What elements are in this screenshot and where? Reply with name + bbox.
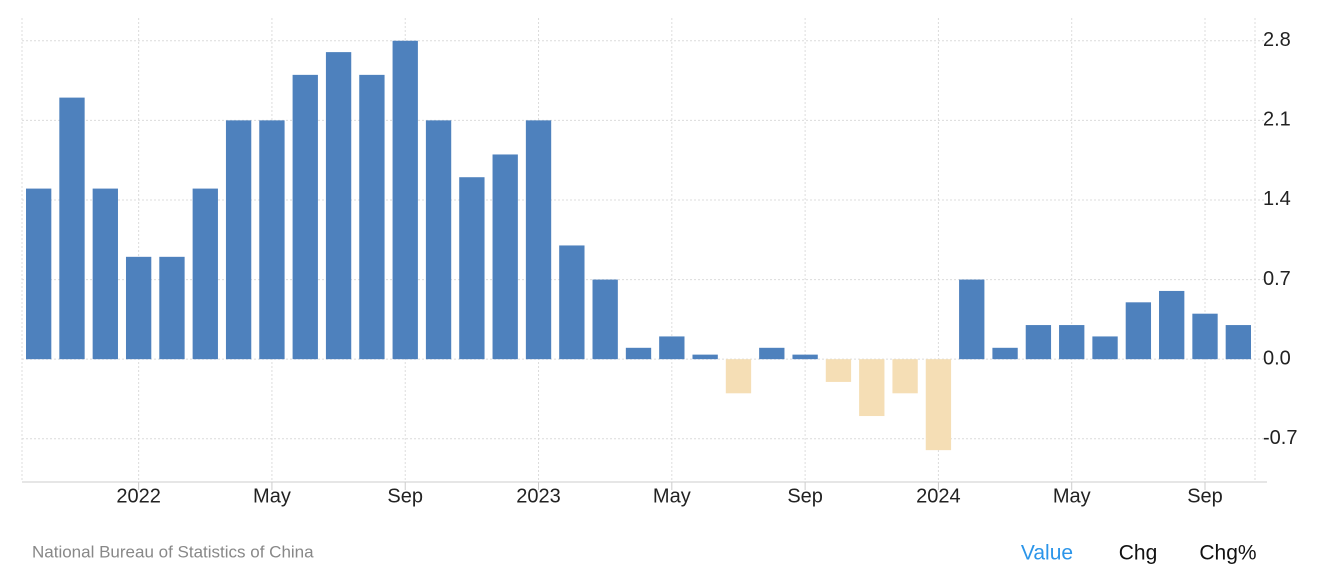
bar — [625, 347, 652, 360]
bar — [759, 347, 785, 360]
x-tick-label: 2023 — [516, 485, 561, 507]
bar — [559, 245, 585, 360]
x-tick-label: 2022 — [116, 485, 161, 507]
bar — [459, 177, 485, 360]
bar — [359, 74, 385, 360]
bar — [1092, 336, 1118, 360]
bar — [125, 256, 152, 360]
bar — [792, 354, 818, 360]
bar — [1192, 313, 1218, 360]
bar — [159, 256, 185, 360]
y-tick-label: 1.4 — [1263, 188, 1291, 210]
bar — [425, 120, 452, 360]
x-tick-label: Sep — [787, 485, 823, 507]
bar — [1059, 325, 1085, 360]
bar — [259, 120, 285, 360]
x-tick-label: May — [253, 485, 291, 507]
bar — [292, 74, 318, 360]
bar — [859, 359, 885, 417]
bar — [1225, 325, 1252, 360]
x-tick-label: 2024 — [916, 485, 961, 507]
bar — [1159, 290, 1185, 360]
bar — [525, 120, 552, 360]
bar — [1025, 325, 1052, 360]
bar — [325, 52, 352, 360]
bar — [92, 188, 118, 360]
bar — [825, 359, 852, 382]
bar — [392, 40, 418, 360]
tab[interactable]: Chg% — [1199, 542, 1256, 565]
x-tick-label: May — [653, 485, 691, 507]
bar — [925, 359, 952, 451]
bar — [659, 336, 685, 360]
x-tick-label: Sep — [1187, 485, 1223, 507]
bar — [492, 154, 518, 360]
bar — [725, 359, 752, 394]
tab[interactable]: Value — [1021, 542, 1073, 565]
y-tick-label: 2.8 — [1263, 29, 1291, 51]
bar — [25, 188, 52, 360]
y-tick-label: 0.7 — [1263, 268, 1291, 290]
y-tick-label: -0.7 — [1263, 427, 1297, 449]
bar — [692, 354, 718, 360]
bar — [592, 279, 618, 360]
x-tick-label: May — [1053, 485, 1091, 507]
x-tick-label: Sep — [387, 485, 423, 507]
bar — [225, 120, 252, 360]
bar — [992, 347, 1018, 360]
source: National Bureau of Statistics of China — [32, 542, 314, 561]
tab[interactable]: Chg — [1119, 542, 1158, 565]
bar — [959, 279, 985, 360]
y-tick-label: 2.1 — [1263, 109, 1291, 131]
bar — [892, 359, 918, 394]
bar — [1125, 302, 1152, 360]
bar — [192, 188, 218, 360]
y-tick-label: 0.0 — [1263, 347, 1291, 369]
bar — [59, 97, 85, 360]
